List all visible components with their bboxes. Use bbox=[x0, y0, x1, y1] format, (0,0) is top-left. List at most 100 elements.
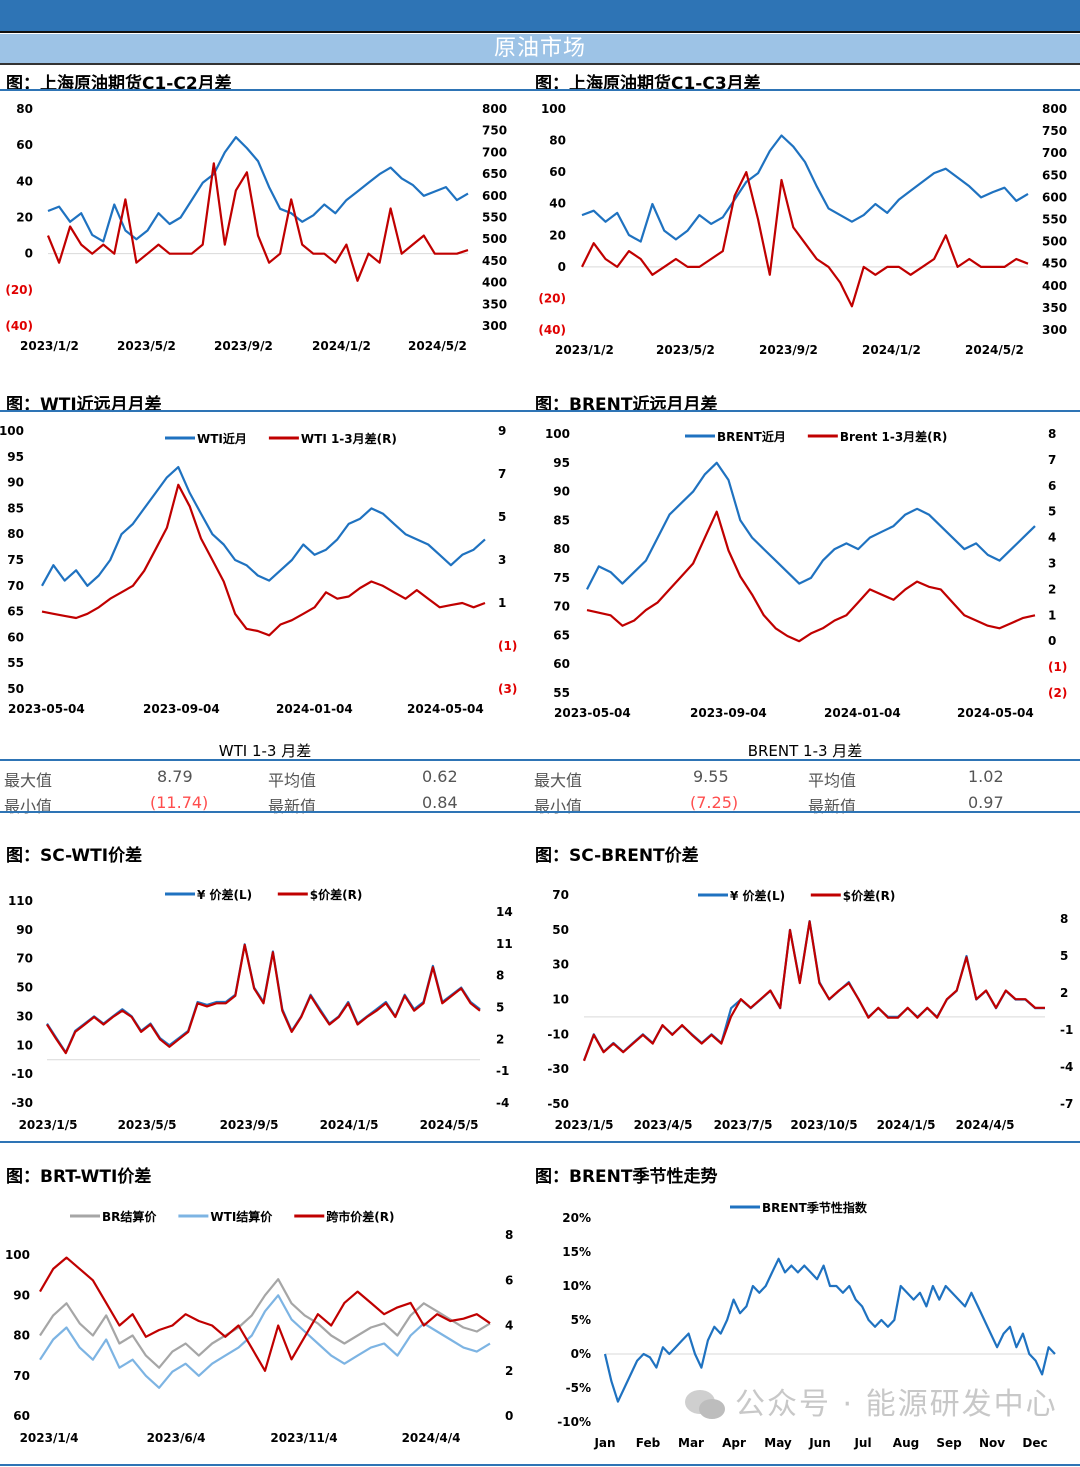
y-axis-right-tick: 5 bbox=[496, 1001, 504, 1015]
series-line-1 bbox=[581, 171, 1029, 308]
y-axis-left-tick: 30 bbox=[552, 958, 569, 972]
divider bbox=[0, 1141, 1080, 1143]
y-axis-right-tick: 800 bbox=[482, 102, 507, 116]
y-axis-right-tick: (3) bbox=[498, 682, 517, 696]
x-axis-tick: 2024/1/2 bbox=[312, 339, 371, 353]
y-axis-left-tick: 55 bbox=[7, 656, 24, 670]
divider bbox=[0, 1464, 1080, 1466]
y-axis-left-tick: 75 bbox=[7, 553, 24, 567]
x-axis-tick: 2024/5/2 bbox=[965, 343, 1024, 357]
x-axis-tick: Dec bbox=[1022, 1436, 1047, 1450]
y-axis-right-tick: 2 bbox=[1060, 986, 1068, 1000]
legend-label: BRENT季节性指数 bbox=[762, 1200, 868, 1215]
y-axis-right-tick: 8 bbox=[505, 1228, 513, 1242]
y-axis-left-tick: -5% bbox=[566, 1381, 591, 1395]
stats-header-wti: WTI 1-3 月差 bbox=[218, 742, 312, 760]
x-axis-tick: Apr bbox=[722, 1436, 746, 1450]
x-axis-tick: 2023/9/2 bbox=[214, 339, 273, 353]
y-axis-left-tick: 70 bbox=[7, 579, 24, 593]
y-axis-right-tick: 4 bbox=[505, 1319, 513, 1333]
y-axis-left-tick: 60 bbox=[7, 630, 24, 644]
x-axis-tick: Aug bbox=[893, 1436, 919, 1450]
y-axis-left-tick: 65 bbox=[553, 628, 570, 642]
x-axis-tick: 2024-05-04 bbox=[407, 702, 484, 716]
y-axis-left-tick: 40 bbox=[549, 197, 566, 211]
y-axis-left-tick: 80 bbox=[553, 542, 570, 556]
series-line-0 bbox=[582, 919, 1045, 1061]
y-axis-right-tick: 800 bbox=[1042, 102, 1067, 116]
legend-label: $价差(R) bbox=[310, 887, 363, 902]
legend-label: ¥ 价差(L) bbox=[730, 888, 785, 903]
x-axis-tick: 2023/9/5 bbox=[220, 1118, 279, 1132]
x-axis-tick: 2024/1/5 bbox=[320, 1118, 379, 1132]
y-axis-right-tick: -1 bbox=[496, 1064, 509, 1078]
series-line-0 bbox=[603, 1257, 1056, 1403]
series-line-1 bbox=[41, 483, 486, 637]
brent-min-value: (7.25) bbox=[690, 793, 739, 812]
x-axis-tick: Mar bbox=[678, 1436, 704, 1450]
series-line-1 bbox=[586, 510, 1036, 643]
y-axis-left-tick: (40) bbox=[5, 319, 33, 333]
y-axis-right-tick: 5 bbox=[1060, 949, 1068, 963]
y-axis-left-tick: 30 bbox=[16, 1009, 33, 1023]
y-axis-right-tick: 450 bbox=[482, 254, 507, 268]
x-axis-tick: Jun bbox=[808, 1436, 831, 1450]
wti-max-value: 8.79 bbox=[157, 767, 193, 786]
y-axis-left-tick: 0% bbox=[571, 1347, 591, 1361]
y-axis-right-tick: 550 bbox=[482, 211, 507, 225]
y-axis-right-tick: (1) bbox=[498, 639, 517, 653]
series-line-1 bbox=[39, 1294, 491, 1389]
y-axis-left-tick: 55 bbox=[553, 686, 570, 700]
y-axis-left-tick: 0 bbox=[558, 260, 566, 274]
y-axis-left-tick: -10 bbox=[547, 1027, 569, 1041]
x-axis-tick: 2023/7/5 bbox=[714, 1118, 773, 1132]
legend-label: $价差(R) bbox=[843, 888, 896, 903]
y-axis-right-tick: 0 bbox=[1048, 634, 1056, 648]
y-axis-right-tick: 650 bbox=[1042, 168, 1067, 182]
x-axis-tick: 2024/1/5 bbox=[877, 1118, 936, 1132]
y-axis-right-tick: 9 bbox=[498, 424, 506, 438]
y-axis-right-tick: 6 bbox=[1048, 479, 1056, 493]
y-axis-right-tick: 1 bbox=[498, 596, 506, 610]
legend-label: ¥ 价差(L) bbox=[197, 887, 252, 902]
brent-max-label: 最大值 bbox=[534, 771, 583, 790]
y-axis-left-tick: 10 bbox=[16, 1038, 33, 1052]
x-axis-tick: 2023/1/4 bbox=[20, 1431, 79, 1445]
watermark: 公众号 · 能源研发中心 bbox=[735, 1387, 1058, 1422]
y-axis-right-tick: 0 bbox=[505, 1409, 513, 1423]
x-axis-tick: 2023/4/5 bbox=[634, 1118, 693, 1132]
x-axis-tick: Jul bbox=[853, 1436, 871, 1450]
top-banner bbox=[0, 0, 1080, 33]
y-axis-left-tick: 10 bbox=[552, 993, 569, 1007]
y-axis-left-tick: 20% bbox=[562, 1211, 591, 1225]
y-axis-right-tick: 8 bbox=[1060, 912, 1068, 926]
chart-title-scwti: 图：SC-WTI价差 bbox=[6, 846, 143, 866]
y-axis-left-tick: 85 bbox=[553, 513, 570, 527]
y-axis-left-tick: 60 bbox=[13, 1409, 30, 1423]
y-axis-left-tick: 5% bbox=[571, 1313, 591, 1327]
y-axis-left-tick: 100 bbox=[5, 1248, 30, 1262]
x-axis-tick: 2023/6/4 bbox=[147, 1431, 206, 1445]
y-axis-right-tick: 2 bbox=[505, 1364, 513, 1378]
divider bbox=[0, 811, 1080, 813]
y-axis-right-tick: 3 bbox=[498, 553, 506, 567]
y-axis-left-tick: 100 bbox=[545, 427, 570, 441]
series-line-0 bbox=[586, 461, 1036, 590]
y-axis-left-tick: 40 bbox=[16, 174, 33, 188]
legend-label: BR结算价 bbox=[102, 1209, 157, 1224]
y-axis-left-tick: -50 bbox=[547, 1097, 569, 1111]
legend-label: WTI 1-3月差(R) bbox=[301, 431, 397, 446]
y-axis-left-tick: -10 bbox=[11, 1067, 33, 1081]
y-axis-left-tick: 80 bbox=[7, 527, 24, 541]
brent-max-value: 9.55 bbox=[693, 767, 729, 786]
series-line-0 bbox=[41, 466, 486, 587]
x-axis-tick: 2024/1/2 bbox=[862, 343, 921, 357]
y-axis-left-tick: 70 bbox=[16, 952, 33, 966]
divider bbox=[0, 759, 1080, 761]
y-axis-right-tick: 750 bbox=[482, 124, 507, 138]
y-axis-right-tick: 4 bbox=[1048, 531, 1056, 545]
y-axis-left-tick: 110 bbox=[8, 894, 33, 908]
y-axis-left-tick: 75 bbox=[553, 571, 570, 585]
legend-label: Brent 1-3月差(R) bbox=[840, 429, 948, 444]
